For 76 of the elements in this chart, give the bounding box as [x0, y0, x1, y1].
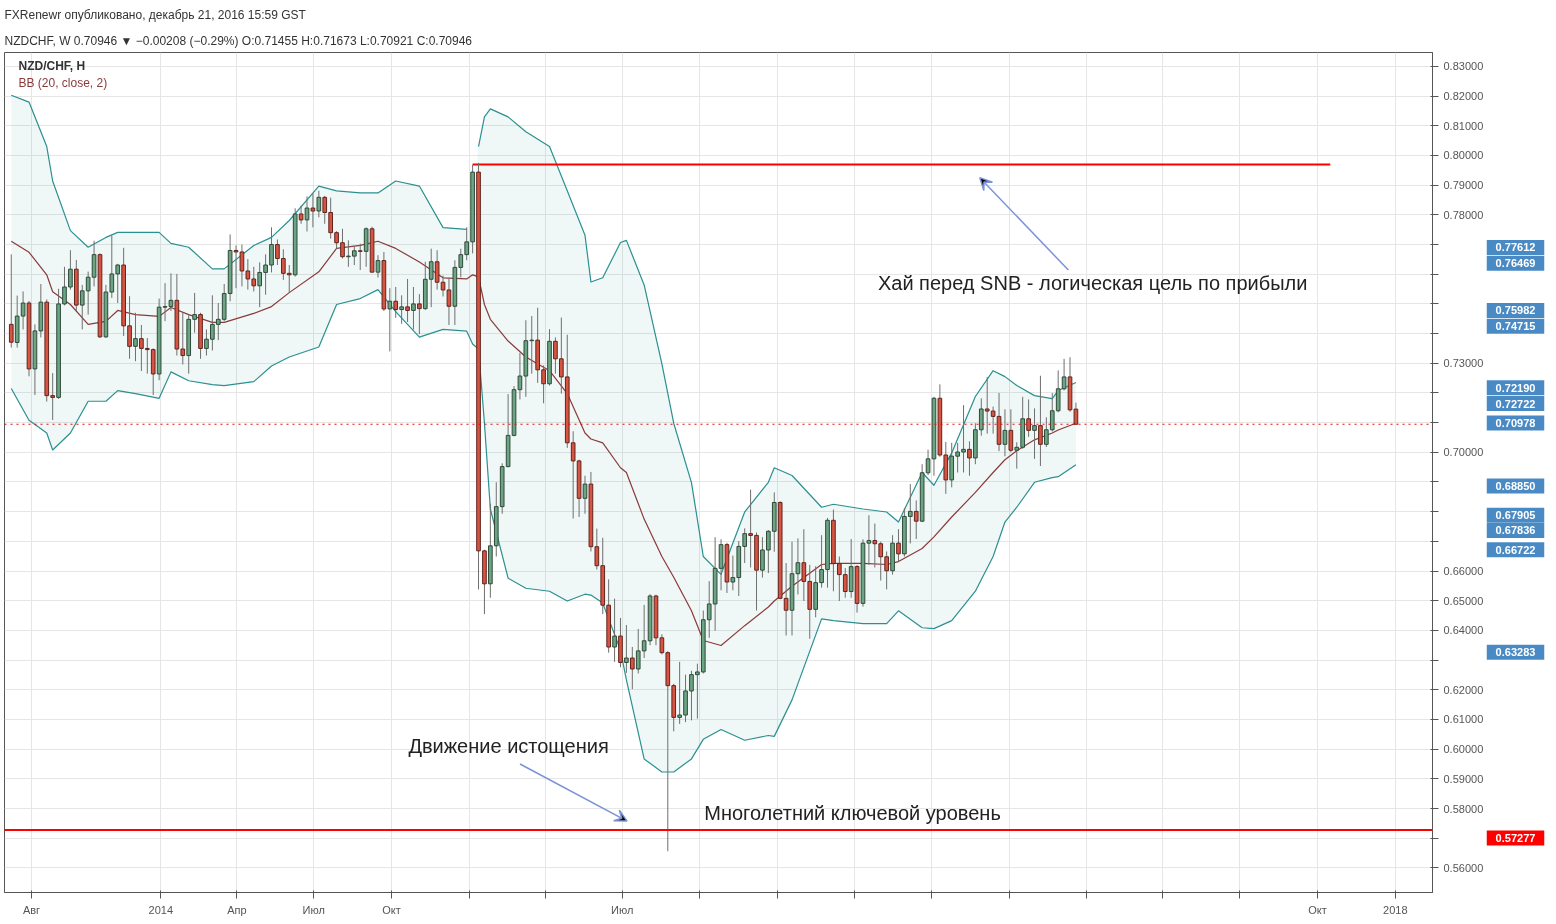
x-tick-label: Окт	[1308, 903, 1327, 916]
y-tick-label: 0.80000	[1443, 149, 1484, 162]
candlestick	[8, 253, 14, 349]
candlestick	[582, 475, 588, 515]
x-tick-label: Апр	[227, 903, 247, 916]
y-tick-label: 0.70000	[1443, 446, 1484, 459]
x-tick-label: 2018	[1383, 903, 1408, 916]
candlestick	[387, 287, 393, 352]
y-tick-label: 0.79000	[1443, 179, 1484, 192]
text: 0.74715	[1495, 320, 1536, 333]
y-tick-label: 0.66000	[1443, 565, 1484, 578]
candlestick	[1055, 369, 1061, 413]
annotation: Хай перед SNB - логическая цель по прибыли	[877, 271, 1308, 294]
candlestick	[310, 192, 316, 228]
candlestick	[411, 286, 416, 330]
candlestick	[405, 278, 410, 323]
text: 0.63283	[1495, 646, 1536, 659]
candlestick	[1026, 398, 1031, 438]
candlestick	[624, 624, 629, 674]
candlestick	[133, 312, 138, 362]
text: FXRenewr опубликовано, декабрь 21, 2016 15:59 GST	[4, 7, 307, 22]
candlestick	[363, 226, 369, 268]
x-tick-label: Авг	[22, 903, 41, 916]
text: NZDCHF, W 0.70946 ▼ −0.00208 (−0.29%) O:0.71455 H:0.71673 L:0.70921 C:0.70946	[4, 33, 473, 48]
candlestick	[399, 294, 404, 325]
y-tick-label: 0.64000	[1443, 624, 1484, 637]
text: 0.66722	[1495, 543, 1536, 556]
text: 0.72722	[1495, 397, 1536, 410]
y-tick-label: 0.62000	[1443, 683, 1484, 696]
text: 0.57277	[1495, 831, 1536, 844]
candlestick	[1002, 408, 1008, 457]
candlestick	[1038, 375, 1043, 467]
candlestick	[79, 284, 85, 330]
text: 0.76469	[1495, 257, 1536, 270]
y-tick-label: 0.56000	[1443, 861, 1484, 874]
annotation: Движение истощения	[408, 735, 609, 758]
y-tick-label: 0.82000	[1443, 90, 1484, 103]
ref-line-label: Многолетний ключевой уровень	[704, 801, 1001, 824]
text: 0.67905	[1495, 509, 1536, 522]
candlestick	[1008, 408, 1014, 453]
x-tick-label: Июл	[611, 903, 634, 916]
y-tick-label: 0.73000	[1443, 357, 1484, 370]
candlestick	[393, 286, 399, 319]
candlestick	[896, 528, 901, 563]
y-tick-label: 0.60000	[1443, 743, 1484, 756]
text: 0.70978	[1495, 416, 1536, 429]
candlestick	[629, 646, 635, 690]
text: 0.68850	[1495, 479, 1536, 492]
candlestick	[434, 249, 440, 291]
y-tick-label: 0.83000	[1443, 60, 1484, 73]
text: 0.77612	[1495, 241, 1536, 254]
x-tick-label: Окт	[382, 903, 401, 916]
y-tick-label: 0.78000	[1443, 208, 1484, 221]
candlestick	[612, 598, 617, 663]
candlestick	[304, 195, 310, 232]
text: 0.67836	[1495, 524, 1536, 537]
text: BB (20, close, 2)	[18, 75, 108, 90]
candlestick	[1061, 358, 1067, 391]
y-tick-label: 0.81000	[1443, 119, 1484, 132]
candlestick	[375, 254, 381, 278]
candlestick	[316, 190, 322, 218]
text: NZD/CHF, H	[18, 58, 86, 73]
text: 0.72190	[1495, 381, 1536, 394]
y-tick-label: 0.58000	[1443, 802, 1484, 815]
y-tick-label: 0.59000	[1443, 772, 1484, 785]
x-tick-label: 2014	[148, 903, 174, 916]
text: 0.75982	[1495, 304, 1536, 317]
y-tick-label: 0.61000	[1443, 713, 1484, 726]
candlestick	[417, 293, 422, 335]
candlestick	[298, 205, 304, 225]
y-tick-label: 0.65000	[1443, 594, 1484, 607]
x-tick-label: Июл	[302, 903, 325, 916]
candlestick	[1032, 407, 1037, 460]
candlestick	[357, 243, 363, 271]
candlestick	[913, 499, 919, 540]
candlestick	[967, 440, 972, 477]
